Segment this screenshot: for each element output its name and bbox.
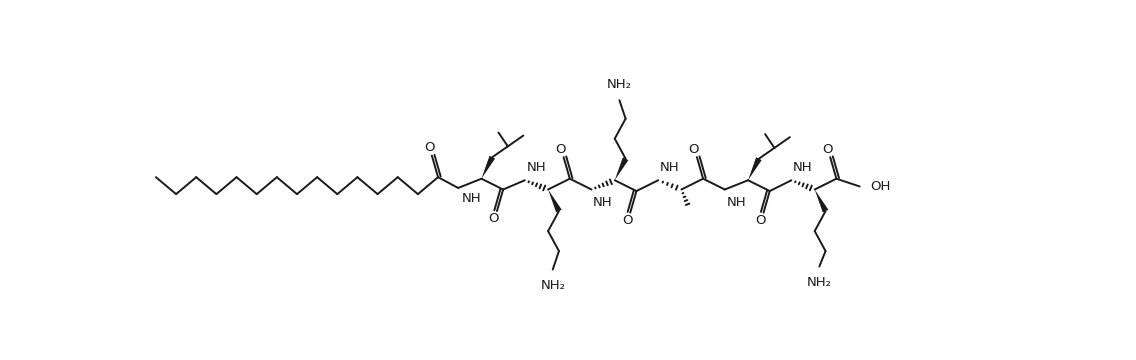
Text: OH: OH <box>870 180 891 193</box>
Polygon shape <box>548 189 561 212</box>
Polygon shape <box>615 157 628 180</box>
Polygon shape <box>482 156 495 179</box>
Text: NH₂: NH₂ <box>607 78 632 91</box>
Text: O: O <box>424 141 435 154</box>
Text: NH: NH <box>461 192 481 205</box>
Text: O: O <box>755 214 766 227</box>
Text: NH: NH <box>660 161 679 174</box>
Text: O: O <box>821 143 833 156</box>
Text: NH₂: NH₂ <box>541 279 566 292</box>
Text: NH₂: NH₂ <box>807 276 832 289</box>
Text: O: O <box>688 143 699 156</box>
Text: NH: NH <box>726 195 746 209</box>
Text: O: O <box>556 143 566 156</box>
Polygon shape <box>815 189 828 212</box>
Text: NH: NH <box>526 161 546 174</box>
Text: NH: NH <box>793 161 812 174</box>
Text: O: O <box>621 214 633 227</box>
Polygon shape <box>747 157 761 180</box>
Text: O: O <box>488 212 499 225</box>
Text: NH: NH <box>593 195 612 209</box>
